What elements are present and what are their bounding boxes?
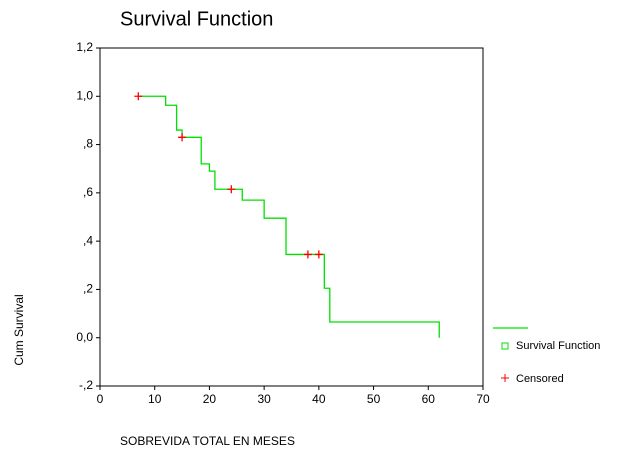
- y-tick-label: ,2: [83, 282, 93, 296]
- legend-marker: [501, 374, 509, 382]
- censored-mark: [134, 92, 143, 101]
- censored-mark: [227, 185, 236, 194]
- y-tick-label: 0,0: [76, 330, 93, 344]
- x-tick-label: 70: [476, 392, 490, 406]
- x-tick-label: 60: [422, 392, 436, 406]
- plot-frame: [99, 47, 484, 387]
- y-axis-label: Cum Survival: [12, 294, 26, 365]
- censored-mark: [303, 250, 312, 259]
- y-tick-label: ,4: [83, 233, 93, 247]
- x-tick-label: 30: [257, 392, 271, 406]
- chart-title: Survival Function: [120, 8, 273, 30]
- legend-marker: [501, 342, 509, 350]
- legend-label: Survival Function: [516, 340, 600, 352]
- y-tick-label: ,8: [83, 137, 93, 151]
- y-tick-label: ,6: [83, 185, 93, 199]
- y-tick-label: 1,0: [76, 88, 93, 102]
- x-axis-label: SOBREVIDA TOTAL EN MESES: [120, 434, 295, 448]
- x-tick-label: 40: [312, 392, 326, 406]
- x-tick-label: 10: [148, 392, 162, 406]
- x-tick-label: 50: [367, 392, 381, 406]
- x-tick-label: 0: [97, 392, 104, 406]
- censored-mark: [178, 133, 187, 142]
- y-tick-label: 1,2: [76, 40, 93, 54]
- y-tick-label: -,2: [79, 378, 93, 392]
- censored-mark: [314, 250, 323, 259]
- survival-line: [138, 95, 440, 338]
- x-tick-label: 20: [203, 392, 217, 406]
- legend-label: Censored: [516, 373, 564, 385]
